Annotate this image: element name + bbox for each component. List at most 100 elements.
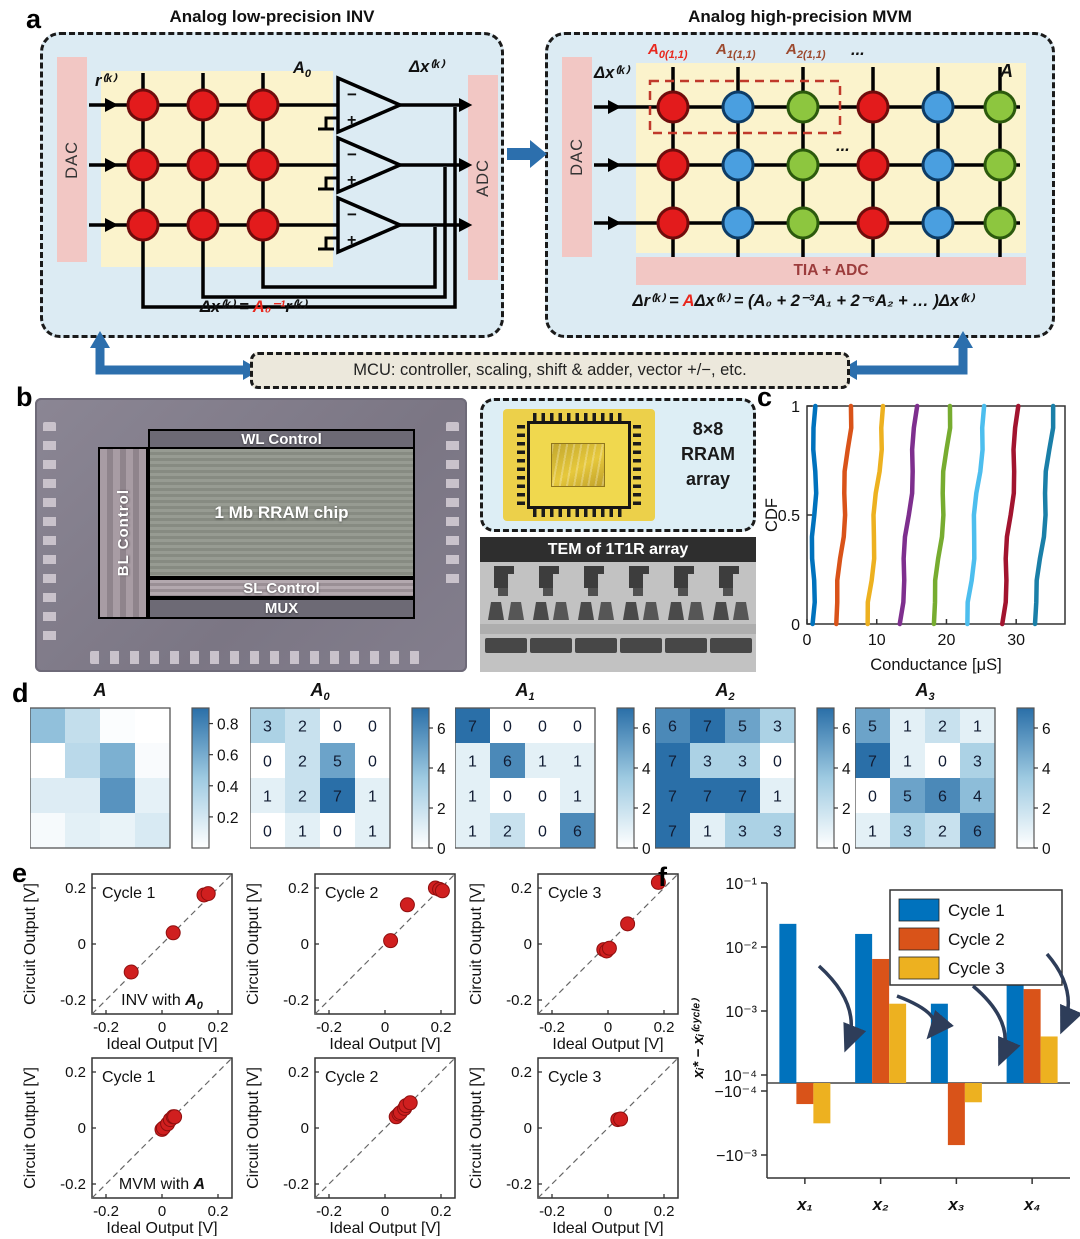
heatmap-cell [560,743,595,778]
svg-text:0: 0 [938,754,947,771]
svg-text:0.2: 0.2 [511,1064,532,1081]
svg-text:0: 0 [803,632,812,649]
svg-text:Ideal Output [V]: Ideal Output [V] [552,1220,663,1236]
svg-text:0.6: 0.6 [217,748,239,765]
svg-text:3: 3 [903,824,912,841]
svg-text:6: 6 [938,789,947,806]
heatmap-cell [455,743,490,778]
svg-text:1: 1 [903,719,912,736]
conductance-cdf-plot: 0 10 20 30 0 0.5 1 Conductance [μS] CDF [763,392,1078,687]
svg-text:3: 3 [773,824,782,841]
heatmap-cell [65,813,100,848]
svg-text:1: 1 [468,824,477,841]
svg-text:CDF: CDF [763,498,781,532]
svg-text:0: 0 [773,754,782,771]
svg-text:0: 0 [642,841,651,858]
rram-chip-micrograph: WL Control BL Control 1 Mb RRAM chip SL … [35,398,467,672]
heatmap-cell [250,743,285,778]
chip-pads-left [43,422,56,648]
svg-text:0.2: 0.2 [208,1019,229,1036]
svg-text:0: 0 [78,1120,86,1137]
svg-text:1: 1 [573,754,582,771]
bar-Cycle3-x₂ [889,1003,907,1083]
svg-text:0.2: 0.2 [654,1203,675,1220]
heatmap-cell [490,743,525,778]
heatmap-cell [725,813,760,848]
svg-text:4: 4 [642,761,651,778]
svg-text:Cycle 3: Cycle 3 [948,959,1005,978]
svg-text:x₁: x₁ [796,1195,812,1214]
heatmap-cell [760,743,795,778]
svg-text:Circuit Output [V]: Circuit Output [V] [22,1067,39,1189]
heatmap-cell [250,778,285,813]
panel-a-right-title: Analog high-precision MVM [688,7,912,26]
svg-text:−: − [347,145,357,164]
data-point [123,964,139,980]
svg-text:7: 7 [868,754,877,771]
cdf-line-state-6 [965,403,987,627]
scatter-svg-inv_cycle2: -0.2 -0.2 0 0 0.2 0.2 Cycle 2 Ideal Output [V] C… [245,873,456,1053]
heatmap-cell [525,743,560,778]
svg-text:1: 1 [703,824,712,841]
heatmap-cell [100,708,135,743]
trend-arrow [971,984,1021,1067]
heatmap-cell [250,708,285,743]
svg-text:10: 10 [868,632,886,649]
heatmap-cell [925,778,960,813]
heatmap-cell [30,708,65,743]
svg-text:2: 2 [298,754,307,771]
svg-text:+: + [347,232,356,249]
mvm-matrix-label: A [1000,61,1013,81]
cdf-line-state-7 [999,403,1021,627]
svg-text:Conductance [μS]: Conductance [μS] [870,656,1002,674]
heatmap-cell [320,813,355,848]
svg-text:0: 0 [604,1203,612,1220]
trend-arrow [817,964,867,1053]
data-point [383,933,399,949]
scatter-inv-cycle2: -0.2 -0.2 0 0 0.2 0.2 Cycle 2 Ideal Output [V] C… [243,866,465,1057]
svg-text:0: 0 [78,936,86,953]
svg-text:0: 0 [604,1019,612,1036]
heatmap-cell [560,708,595,743]
svg-text:Circuit Output [V]: Circuit Output [V] [468,1067,485,1189]
svg-text:0.2: 0.2 [288,1064,309,1081]
svg-text:6: 6 [973,824,982,841]
svg-text:-0.2: -0.2 [283,1176,309,1193]
mvm-crossbar-schematic [594,67,1020,257]
rram-core-block: 1 Mb RRAM chip [148,447,415,578]
panel-e-letter: e [12,858,28,888]
svg-text:0: 0 [437,841,446,858]
svg-text:0: 0 [538,719,547,736]
svg-text:Circuit Output [V]: Circuit Output [V] [245,1067,262,1189]
svg-text:Ideal Output [V]: Ideal Output [V] [552,1036,663,1052]
svg-text:6: 6 [842,721,851,738]
svg-text:0: 0 [503,789,512,806]
heatmap-cell [320,743,355,778]
svg-text:7: 7 [333,789,342,806]
bar-chart-ylabel: xᵢ* − xᵢ⁽ᶜʸᶜˡᵉ⁾ [690,999,707,1079]
cdf-line-state-5 [931,403,953,627]
heatmap-cell [690,778,725,813]
svg-text:1: 1 [298,824,307,841]
heatmap-cell [960,813,995,848]
svg-text:x₃: x₃ [947,1195,964,1214]
svg-text:0.2: 0.2 [288,880,309,897]
heatmap-cell [65,778,100,813]
heatmap-cell [725,743,760,778]
svg-text:−: − [347,205,357,224]
bar-Cycle2-x₁ [796,1083,814,1105]
inv-dac-block: DAC [57,57,87,262]
heatmap-svg-matrix_A0: 3 2 0 0 0 2 5 0 1 2 7 1 0 1 0 1 0 2 4 6 [250,707,446,858]
svg-text:0: 0 [381,1203,389,1220]
mvm-ellipsis-top: ... [851,41,865,59]
heatmap-cell [285,813,320,848]
svg-text:6: 6 [437,721,446,738]
svg-text:0.4: 0.4 [217,779,239,796]
svg-text:2: 2 [298,789,307,806]
heatmap-cell [355,813,390,848]
heatmap-cell [285,708,320,743]
mvm-tia-label: TIA + ADC [793,262,869,279]
heatmap-cell [560,778,595,813]
scatter-svg-mvm_cycle1: -0.2 -0.2 0 0 0.2 0.2 Cycle 1 MVM with A Ideal O… [22,1057,233,1237]
